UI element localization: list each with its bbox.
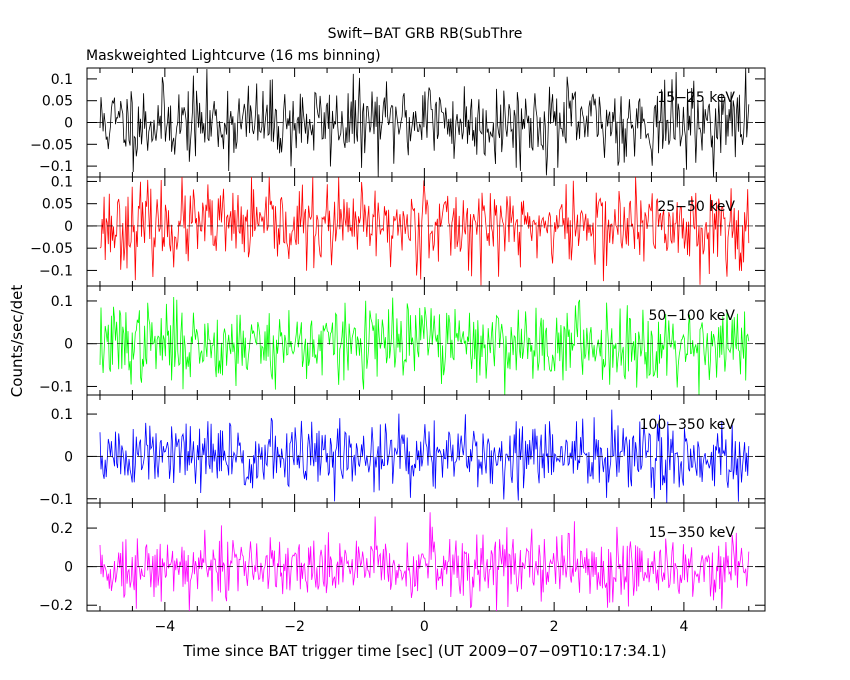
x-axis-label: Time since BAT trigger time [sec] (UT 20… (182, 642, 666, 660)
x-tick-label: 2 (550, 619, 559, 635)
x-tick-label: −2 (284, 619, 305, 635)
panel-3: −0.1 0 0.1 50−100 keV (39, 285, 766, 396)
series-line-5 (99, 512, 750, 612)
panel-1: −0.1 −0.05 0 0.05 0.1 15−25 keV (30, 67, 766, 178)
series-line-4 (99, 409, 750, 504)
panel-frame (86, 502, 766, 612)
y-tick-label: 0 (64, 219, 73, 235)
y-tick-label: −0.1 (39, 492, 73, 508)
y-tick-label: 0.2 (51, 521, 73, 537)
y-tick-label: 0 (64, 116, 73, 132)
x-tick-label: −4 (155, 619, 176, 635)
y-tick-label: 0 (64, 337, 73, 353)
band-label: 50−100 keV (648, 308, 735, 324)
panel-frame (86, 394, 766, 504)
band-label: 100−350 keV (640, 417, 736, 433)
y-tick-label: 0 (64, 560, 73, 576)
series-line-3 (99, 296, 750, 396)
y-tick-label: −0.1 (39, 263, 73, 279)
y-tick-label: 0 (64, 449, 73, 465)
y-tick-label: 0.1 (51, 72, 73, 88)
panel-4: −0.1 0 0.1 100−350 keV (39, 394, 766, 508)
panel-5: −0.2 0 0.2 15−350 keV (39, 502, 766, 614)
y-tick-label: −0.1 (39, 159, 73, 175)
y-tick-label: 0.1 (51, 174, 73, 190)
series-line-2 (99, 176, 750, 286)
y-tick-label: 0.05 (42, 197, 73, 213)
band-label: 15−350 keV (648, 525, 735, 541)
series-line-1 (99, 67, 750, 178)
y-tick-label: 0.1 (51, 407, 73, 423)
y-tick-label: −0.2 (39, 598, 73, 614)
panel-2: −0.1 −0.05 0 0.05 0.1 25−50 keV (30, 174, 766, 287)
chart-subtitle: Maskweighted Lightcurve (16 ms binning) (86, 48, 381, 64)
band-label: 15−25 keV (657, 90, 735, 106)
y-tick-label: −0.05 (30, 137, 73, 153)
panel-frame (86, 285, 766, 396)
band-label: 25−50 keV (657, 199, 735, 215)
y-tick-label: 0.1 (51, 294, 73, 310)
x-tick-label: 0 (420, 619, 429, 635)
y-axis-label: Counts/sec/det (8, 285, 26, 398)
y-tick-label: 0.05 (42, 94, 73, 110)
y-tick-label: −0.05 (30, 241, 73, 257)
chart-title: Swift−BAT GRB RB(SubThre (328, 26, 523, 42)
x-tick-label: 4 (679, 619, 688, 635)
y-tick-label: −0.1 (39, 379, 73, 395)
panels-group: −0.1 −0.05 0 0.05 0.1 15−25 keV −0.1 −0.05 0 0.05… (30, 67, 766, 635)
